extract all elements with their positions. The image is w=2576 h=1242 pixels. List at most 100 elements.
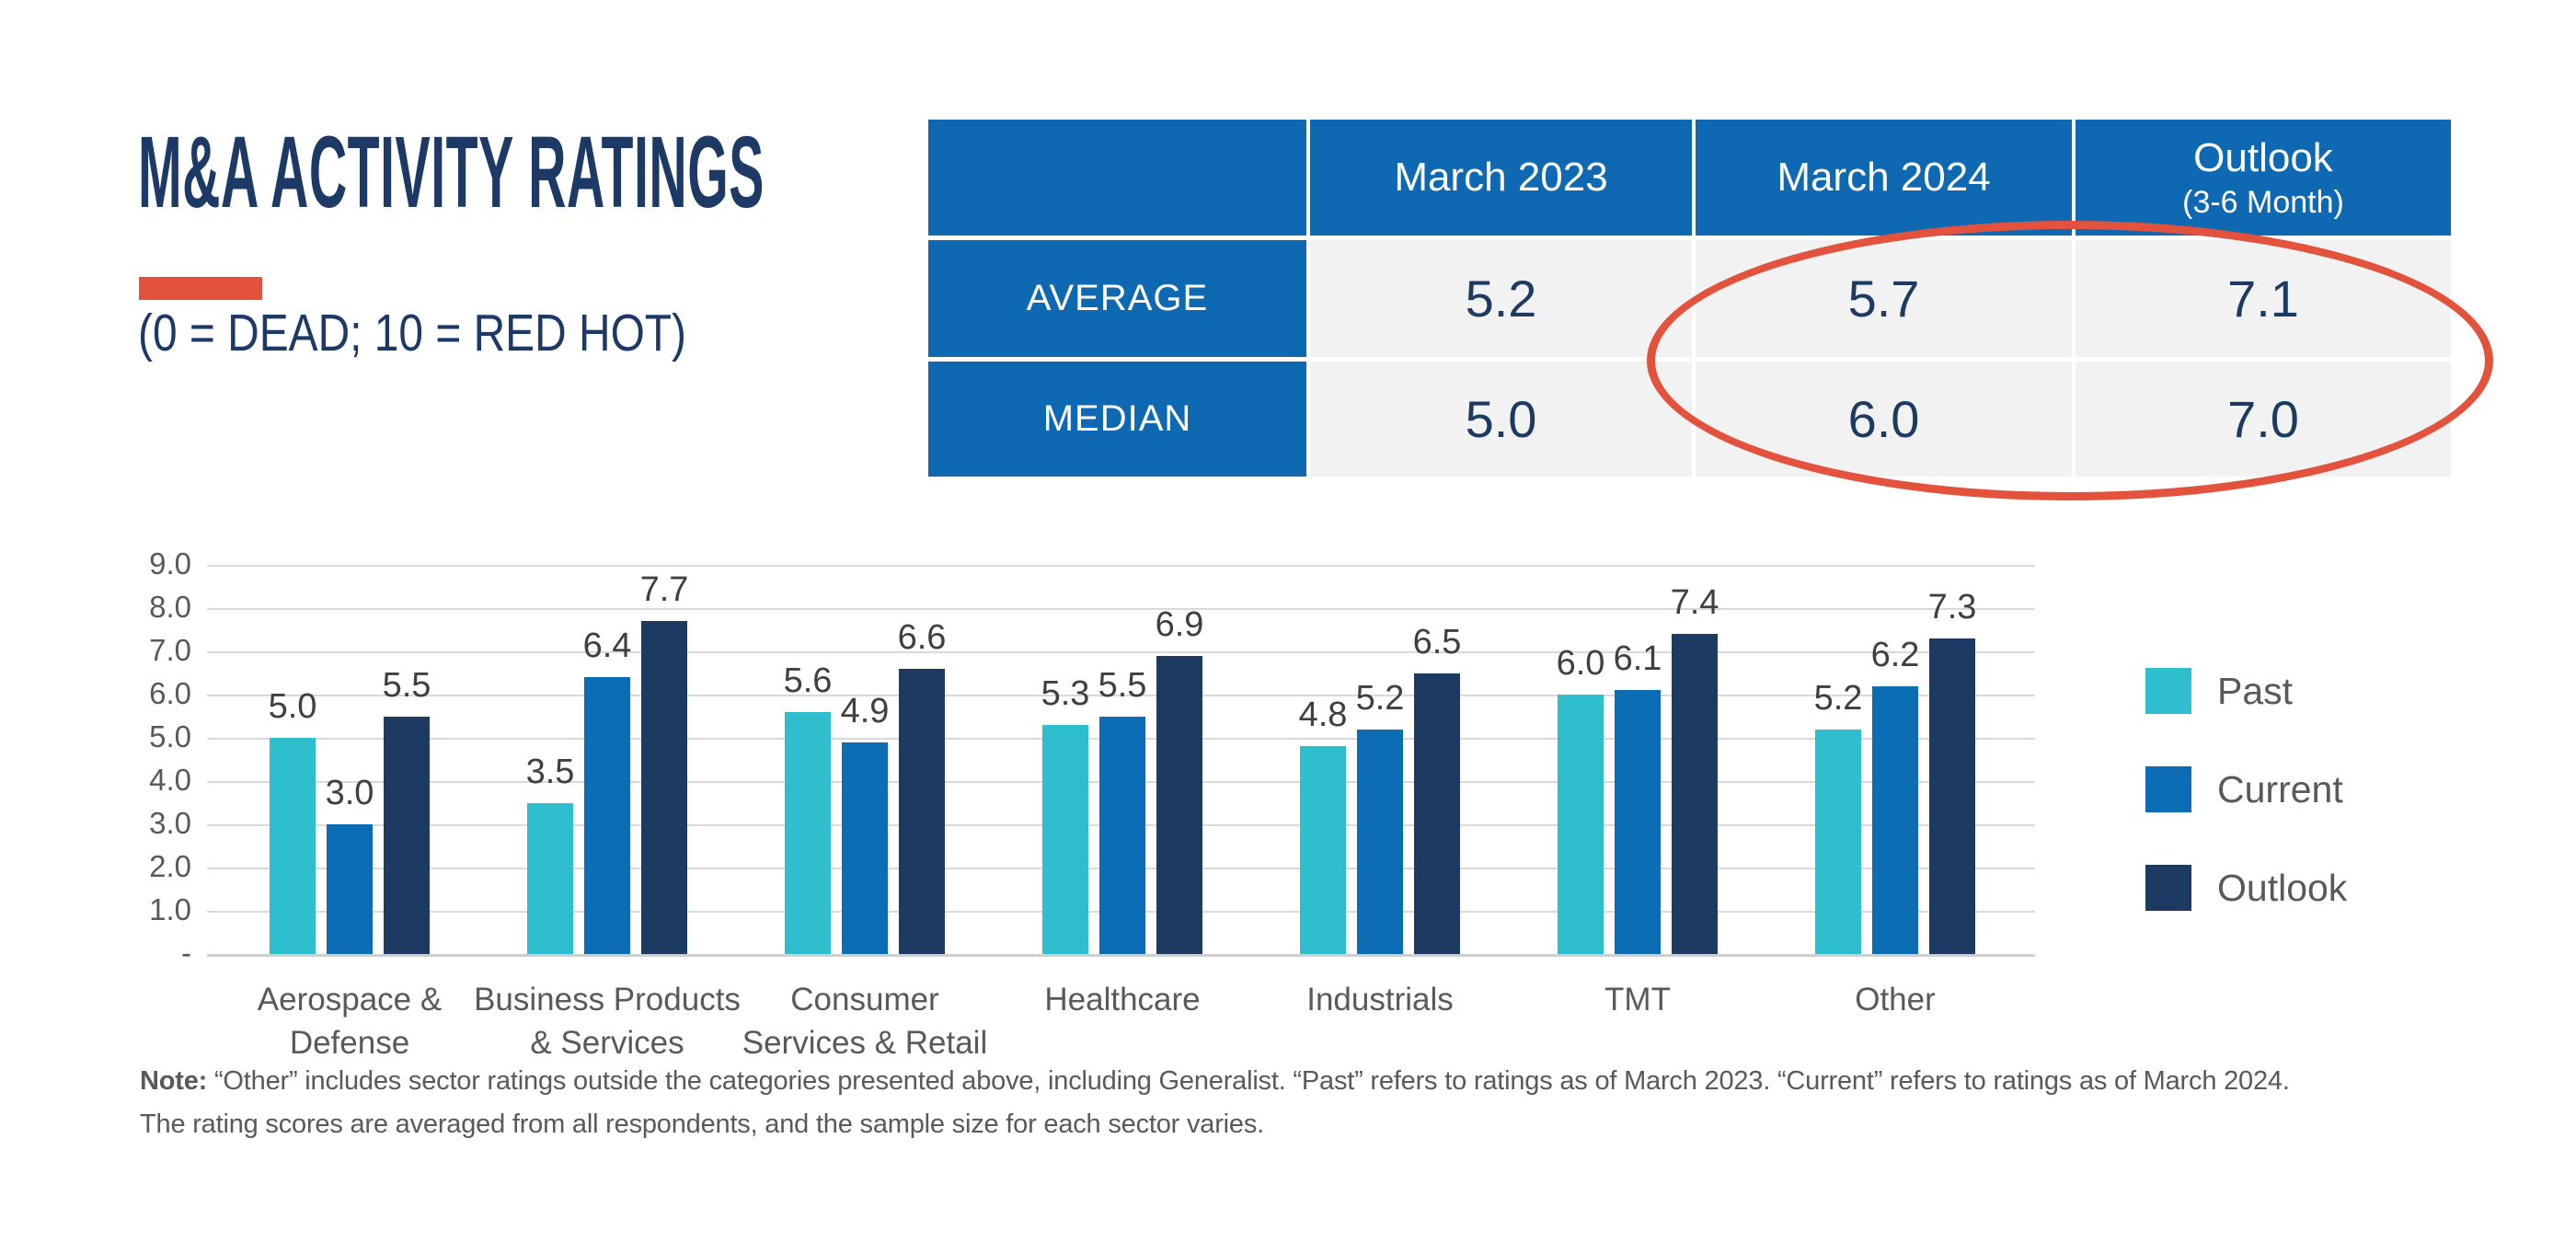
legend-label-current: Current (2217, 767, 2343, 811)
title-underline-rule (139, 277, 262, 300)
table-header-cell: Outlook (3-6 Month) (2076, 120, 2451, 236)
bar-value-label: 4.8 (1298, 696, 1348, 735)
rating-scale-subtitle: (0 = DEAD; 10 = RED HOT) (138, 304, 791, 362)
bar-value-label: 7.7 (639, 570, 689, 610)
bar-past-3 (785, 711, 831, 954)
bar-value-label: 3.5 (525, 752, 575, 791)
bar-past-5 (1300, 746, 1346, 954)
bar-value-label: 5.2 (1813, 678, 1863, 718)
y-axis-tick-label: 5.0 (149, 719, 191, 753)
category-label-5: Industrials (1214, 978, 1546, 1021)
category-label-line: Aerospace & (257, 982, 443, 1018)
category-label-7: Other (1730, 978, 2061, 1021)
y-axis-tick-label: 7.0 (149, 633, 191, 667)
bar-current-4 (1099, 716, 1145, 954)
table-header-cell-blank (928, 120, 1306, 236)
gridline-9 (207, 565, 2035, 567)
bar-value-label: 3.0 (325, 774, 374, 812)
table-header-label: March 2024 (1777, 155, 1991, 200)
bar-outlook-6 (1672, 634, 1718, 954)
table-header-label: March 2023 (1394, 155, 1608, 200)
y-axis-tick-label: - (181, 936, 191, 970)
y-axis-tick-label: 4.0 (149, 763, 191, 797)
legend-label-outlook: Outlook (2217, 866, 2348, 909)
category-label-line: TMT (1604, 982, 1671, 1018)
bar-value-label: 6.4 (582, 627, 632, 666)
bar-current-6 (1615, 690, 1661, 954)
bar-value-label: 5.3 (1041, 673, 1090, 713)
bar-outlook-4 (1156, 655, 1202, 954)
table-header-subnote: (3-6 Month) (2182, 184, 2344, 220)
table-row-label: MEDIAN (928, 362, 1306, 477)
footnote-text-1: “Other” includes sector ratings outside … (207, 1066, 2290, 1096)
category-label-4: Healthcare (957, 978, 1288, 1021)
bar-value-label: 5.6 (783, 661, 833, 700)
bar-value-label: 5.5 (1098, 665, 1147, 705)
gridline-7 (207, 651, 2035, 653)
category-label-1: Aerospace & Defense (184, 978, 515, 1064)
legend-swatch-outlook (2145, 865, 2191, 911)
footnote: Note: “Other” includes sector ratings ou… (140, 1060, 2550, 1146)
page-title: M&A ACTIVITY RATINGS (138, 118, 1342, 228)
bar-current-1 (327, 824, 373, 954)
table-header-cell: March 2024 (1696, 120, 2072, 236)
legend-item-past: Past (2145, 668, 2347, 714)
bar-past-4 (1042, 724, 1088, 954)
table-header-label: Outlook (2193, 134, 2333, 180)
legend-label-past: Past (2217, 669, 2294, 712)
footnote-line2: The rating scores are averaged from all … (140, 1103, 2550, 1146)
table-value-cell: 5.0 (1310, 362, 1692, 477)
x-axis-line (207, 954, 2035, 957)
legend-swatch-current (2145, 766, 2191, 812)
category-label-line: Services & Retail (742, 1025, 988, 1061)
category-label-3: Consumer Services & Retail (699, 978, 1030, 1064)
bar-value-label: 6.5 (1412, 622, 1462, 661)
bar-past-6 (1558, 695, 1604, 954)
summary-table: March 2023 March 2024 Outlook (3-6 Month) AV… (928, 120, 2451, 477)
bar-current-3 (842, 742, 888, 954)
legend-item-current: Current (2145, 766, 2347, 812)
category-label-line: Consumer (790, 982, 939, 1018)
table-row-label: AVERAGE (928, 240, 1306, 357)
legend-swatch-past (2145, 668, 2191, 714)
y-axis-tick-label: 8.0 (149, 590, 191, 624)
category-label-2: Business Products & Services (442, 978, 773, 1064)
gridline-8 (207, 608, 2035, 610)
bar-value-label: 6.0 (1556, 644, 1605, 683)
bar-outlook-2 (641, 621, 687, 954)
table-value-cell: 7.1 (2076, 240, 2451, 357)
table-value-cell: 7.0 (2076, 362, 2451, 477)
bar-value-label: 6.2 (1870, 635, 1920, 674)
bar-current-5 (1357, 729, 1403, 954)
legend-item-outlook: Outlook (2145, 865, 2347, 911)
bar-outlook-1 (384, 716, 430, 954)
rating-scale-subtitle-text: (0 = DEAD; 10 = RED HOT) (138, 304, 687, 362)
table-value-cell: 6.0 (1696, 362, 2072, 477)
y-axis-tick-label: 3.0 (149, 806, 191, 840)
y-axis-tick-label: 2.0 (149, 849, 191, 883)
category-label-line: Other (1855, 982, 1936, 1018)
y-axis-tick-label: 9.0 (149, 546, 191, 581)
bar-outlook-7 (1929, 638, 1975, 954)
bar-value-label: 6.9 (1155, 604, 1204, 644)
bar-value-label: 7.3 (1927, 587, 1977, 627)
table-header-cell: March 2023 (1310, 120, 1692, 236)
bar-outlook-3 (899, 668, 945, 954)
category-label-line: Industrials (1306, 982, 1454, 1018)
bar-past-1 (270, 738, 316, 954)
gridline-6 (207, 695, 2035, 696)
y-axis-tick-label: 6.0 (149, 676, 191, 710)
chart-legend: Past Current Outlook (2145, 668, 2347, 911)
bar-value-label: 4.9 (840, 691, 890, 730)
footnote-line1: Note: “Other” includes sector ratings ou… (140, 1060, 2550, 1103)
bar-past-2 (527, 802, 573, 954)
bar-value-label: 6.1 (1613, 639, 1662, 679)
category-label-6: TMT (1472, 978, 1803, 1021)
bar-value-label: 5.0 (268, 687, 317, 726)
category-label-line: Defense (289, 1025, 410, 1061)
footnote-text-2: The rating scores are averaged from all … (140, 1110, 1264, 1139)
bar-value-label: 7.4 (1670, 583, 1719, 623)
bar-value-label: 5.2 (1355, 678, 1405, 718)
